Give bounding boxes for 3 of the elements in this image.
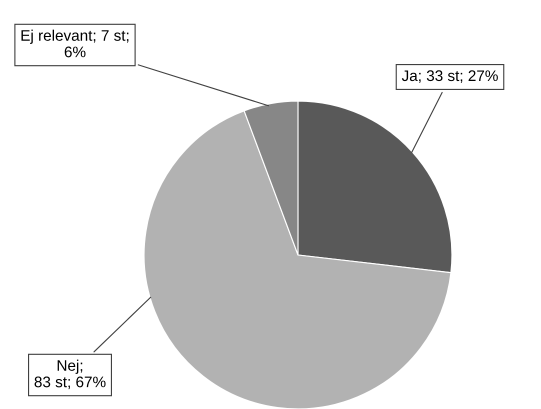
slice-label: Nej; 83 st; 67% [34, 360, 106, 390]
slice-label: Ja; 33 st; 27% [402, 70, 498, 83]
slice-label: Ej relevant; 7 st; 6% [21, 30, 128, 58]
